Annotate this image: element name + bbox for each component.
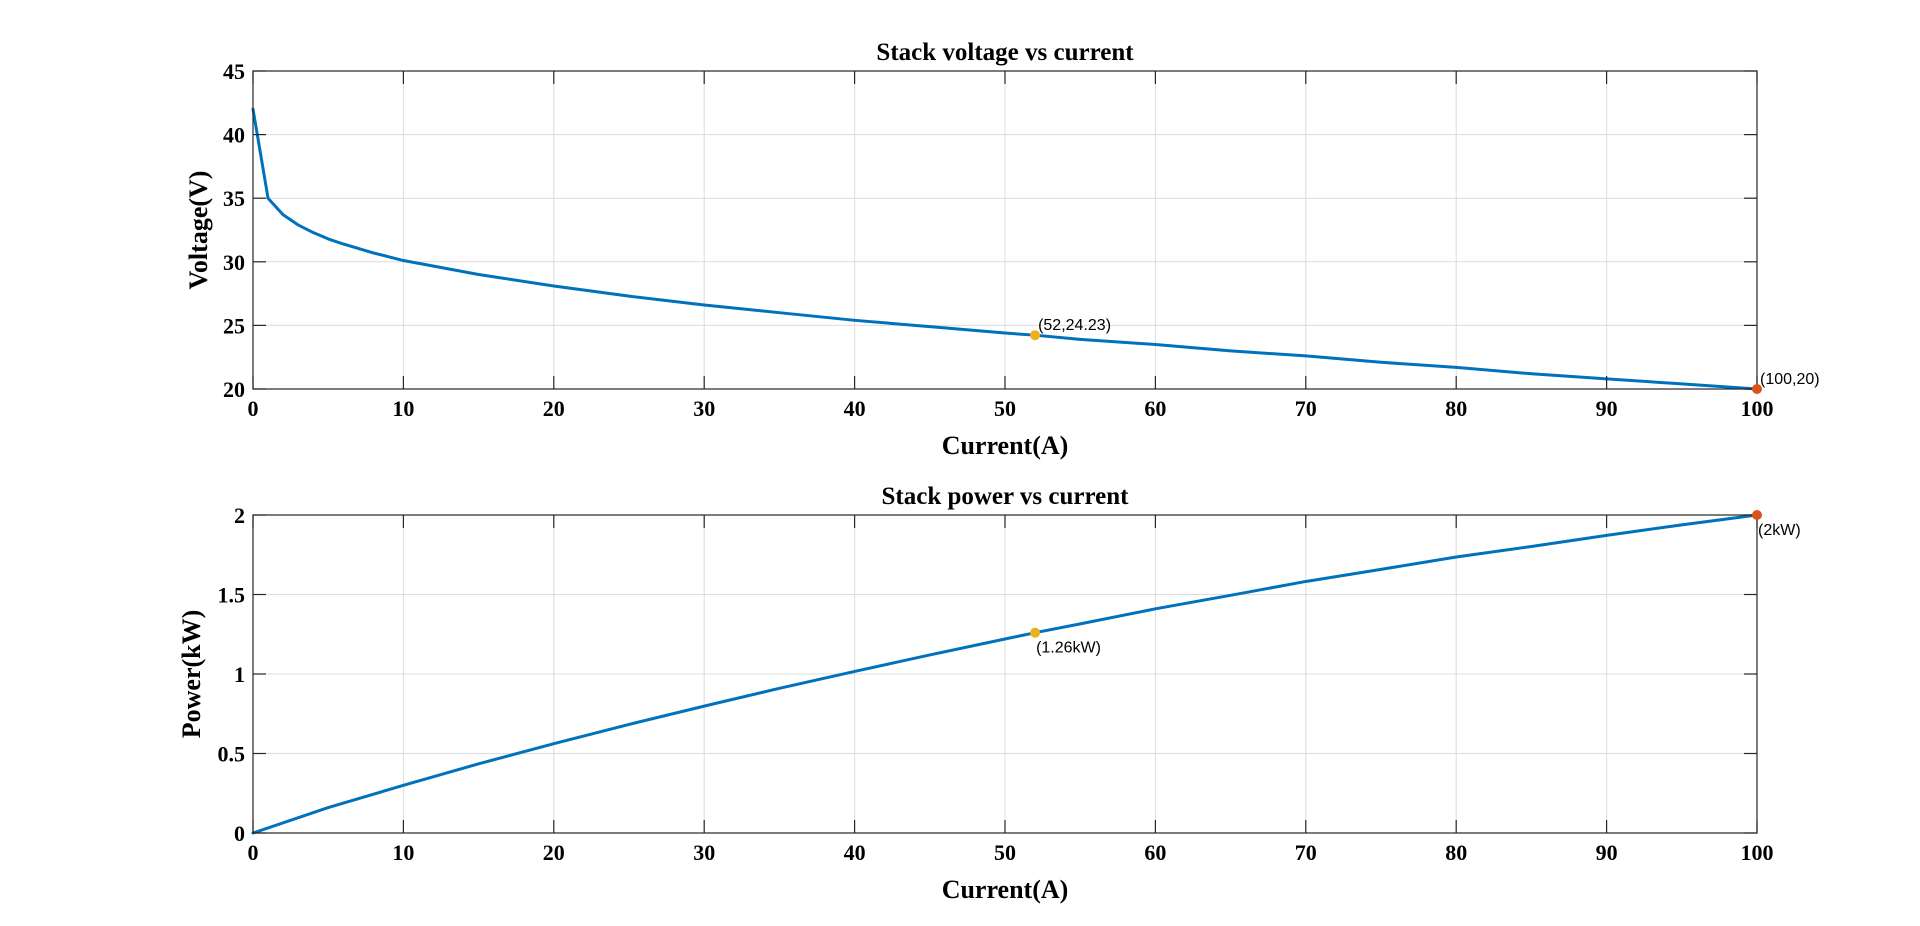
power-plot-xtick-label-10: 100 (1741, 840, 1774, 865)
power-plot-xtick-label-3: 30 (693, 840, 715, 865)
voltage-plot-xtick-label-10: 100 (1741, 396, 1774, 421)
voltage-plot-xtick-label-9: 90 (1596, 396, 1618, 421)
voltage-plot-xtick-label-3: 30 (693, 396, 715, 421)
power-plot-xtick-label-1: 10 (392, 840, 414, 865)
power-plot-xtick-label-0: 0 (248, 840, 259, 865)
power-plot-ticks: 0 10 20 30 40 50 60 70 80 90 100 0 0.5 1 1.5 2 (218, 503, 1774, 865)
voltage-plot-title: Stack voltage vs current (876, 39, 1134, 66)
power-plot-ytick-label-3: 1.5 (218, 583, 246, 608)
power-plot-xtick-label-4: 40 (844, 840, 866, 865)
voltage-plot-point-1 (1752, 384, 1762, 394)
voltage-plot-ylabel: Voltage(V) (184, 171, 213, 290)
power-plot-point-label-0: (1.26kW) (1036, 640, 1101, 657)
voltage-plot-xtick-label-7: 70 (1295, 396, 1317, 421)
voltage-plot-ytick-label-4: 40 (223, 123, 245, 148)
power-plot-xtick-label-6: 60 (1144, 840, 1166, 865)
voltage-plot-ytick-label-2: 30 (223, 250, 245, 275)
voltage-plot-grid (252, 70, 1758, 390)
power-plot-xtick-label-5: 50 (994, 840, 1016, 865)
power-plot-xlabel: Current(A) (942, 875, 1069, 904)
power-plot-point-label-1: (2kW) (1758, 522, 1801, 539)
power-plot-ytick-label-2: 1 (234, 662, 245, 687)
voltage-plot-points: (52,24.23) (100,20) (1030, 317, 1820, 394)
voltage-plot-ytick-label-1: 25 (223, 313, 245, 338)
power-plot-xtick-label-7: 70 (1295, 840, 1317, 865)
voltage-plot-point-label-1: (100,20) (1760, 371, 1820, 388)
voltage-plot-ytick-label-3: 35 (223, 186, 245, 211)
power-plot-xtick-label-2: 20 (543, 840, 565, 865)
voltage-plot-series-line-0 (251, 107, 1759, 391)
voltage-plot-xtick-label-4: 40 (844, 396, 866, 421)
voltage-plot-ticks: 0 10 20 30 40 50 60 70 80 90 100 20 25 30 35 40 45 (223, 59, 1774, 421)
voltage-plot-ytick-label-0: 20 (223, 377, 245, 402)
power-plot-ytick-label-4: 2 (234, 503, 245, 528)
voltage-plot-xtick-label-5: 50 (994, 396, 1016, 421)
power-plot-ytick-label-0: 0 (234, 821, 245, 846)
power-plot: Stack power vs current Current(A) Power(… (177, 483, 1801, 904)
power-plot-xtick-label-8: 80 (1445, 840, 1467, 865)
power-plot-series-line-0 (251, 513, 1759, 835)
power-plot-point-1 (1752, 510, 1762, 520)
voltage-plot-xtick-label-0: 0 (248, 396, 259, 421)
voltage-plot-xlabel: Current(A) (942, 431, 1069, 460)
power-plot-series (251, 513, 1759, 835)
voltage-plot-xtick-label-1: 10 (392, 396, 414, 421)
power-plot-grid (252, 514, 1758, 834)
voltage-plot-xtick-label-2: 20 (543, 396, 565, 421)
voltage-plot-xtick-label-8: 80 (1445, 396, 1467, 421)
voltage-plot: Stack voltage vs current Current(A) Volt… (184, 39, 1820, 460)
power-plot-point-0 (1030, 627, 1041, 638)
voltage-plot-series (251, 107, 1759, 391)
power-plot-points: (1.26kW) (2kW) (1030, 510, 1801, 657)
power-plot-xtick-label-9: 90 (1596, 840, 1618, 865)
power-plot-ytick-label-1: 0.5 (218, 742, 246, 767)
voltage-plot-point-0 (1030, 330, 1041, 341)
power-plot-title: Stack power vs current (882, 483, 1130, 510)
voltage-plot-ytick-label-5: 45 (223, 59, 245, 84)
voltage-plot-xtick-label-6: 60 (1144, 396, 1166, 421)
voltage-plot-point-label-0: (52,24.23) (1038, 317, 1111, 334)
power-plot-ylabel: Power(kW) (177, 610, 206, 739)
